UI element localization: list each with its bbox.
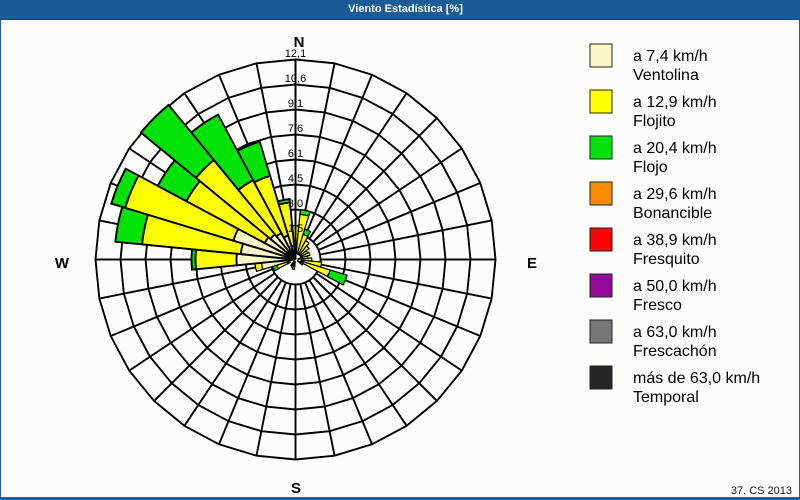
svg-text:a 7,4 km/h: a 7,4 km/h <box>633 48 708 65</box>
svg-text:Fresquito: Fresquito <box>633 251 700 268</box>
svg-text:N: N <box>294 34 305 51</box>
svg-text:7,6: 7,6 <box>288 123 303 135</box>
svg-text:12,1: 12,1 <box>285 48 306 60</box>
svg-text:a 12,9 km/h: a 12,9 km/h <box>633 94 717 111</box>
svg-text:a 29,6 km/h: a 29,6 km/h <box>633 186 717 203</box>
svg-text:más de 63,0 km/h: más de 63,0 km/h <box>633 370 760 387</box>
svg-text:Flojito: Flojito <box>633 113 676 130</box>
svg-text:a 63,0 km/h: a 63,0 km/h <box>633 324 717 341</box>
svg-text:a 50,0 km/h: a 50,0 km/h <box>633 278 717 295</box>
svg-text:Temporal: Temporal <box>633 389 699 406</box>
svg-text:9,1: 9,1 <box>288 98 303 110</box>
svg-text:4,5: 4,5 <box>288 173 303 185</box>
svg-text:10,6: 10,6 <box>285 73 306 85</box>
svg-text:W: W <box>55 255 70 272</box>
svg-text:Fresco: Fresco <box>633 297 682 314</box>
svg-text:Ventolina: Ventolina <box>633 67 699 84</box>
svg-text:E: E <box>527 255 537 272</box>
svg-text:3,0: 3,0 <box>288 198 303 210</box>
svg-text:1,5: 1,5 <box>288 223 303 235</box>
svg-text:a 20,4 km/h: a 20,4 km/h <box>633 140 717 157</box>
svg-text:a 38,9 km/h: a 38,9 km/h <box>633 232 717 249</box>
svg-text:6,1: 6,1 <box>288 148 303 160</box>
svg-text:37. CS 2013: 37. CS 2013 <box>731 485 792 497</box>
svg-text:Flojo: Flojo <box>633 159 668 176</box>
svg-text:Frescachón: Frescachón <box>633 343 717 360</box>
svg-text:Bonancible: Bonancible <box>633 205 712 222</box>
svg-text:S: S <box>291 480 301 497</box>
